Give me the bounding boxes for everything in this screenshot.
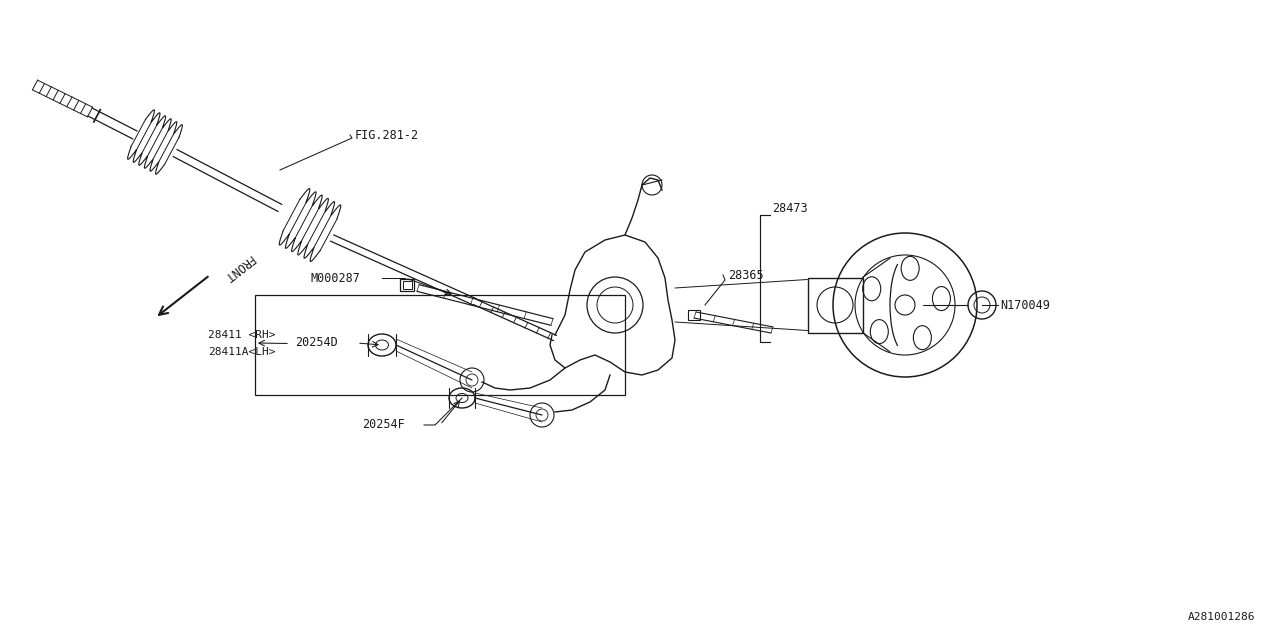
- Text: FIG.281-2: FIG.281-2: [355, 129, 419, 141]
- Text: M000287: M000287: [310, 271, 360, 285]
- Text: N170049: N170049: [1000, 298, 1050, 312]
- Text: 28411A<LH>: 28411A<LH>: [209, 347, 275, 357]
- Text: 28473: 28473: [772, 202, 808, 214]
- Text: A281001286: A281001286: [1188, 612, 1254, 622]
- FancyBboxPatch shape: [401, 279, 415, 291]
- Text: 20254F: 20254F: [362, 419, 404, 431]
- FancyBboxPatch shape: [689, 310, 700, 320]
- FancyBboxPatch shape: [403, 281, 412, 289]
- FancyBboxPatch shape: [808, 278, 863, 333]
- Text: 28411 <RH>: 28411 <RH>: [209, 330, 275, 340]
- Text: FRONT: FRONT: [220, 252, 256, 284]
- Text: 20254D: 20254D: [294, 337, 338, 349]
- Text: 28365: 28365: [728, 269, 764, 282]
